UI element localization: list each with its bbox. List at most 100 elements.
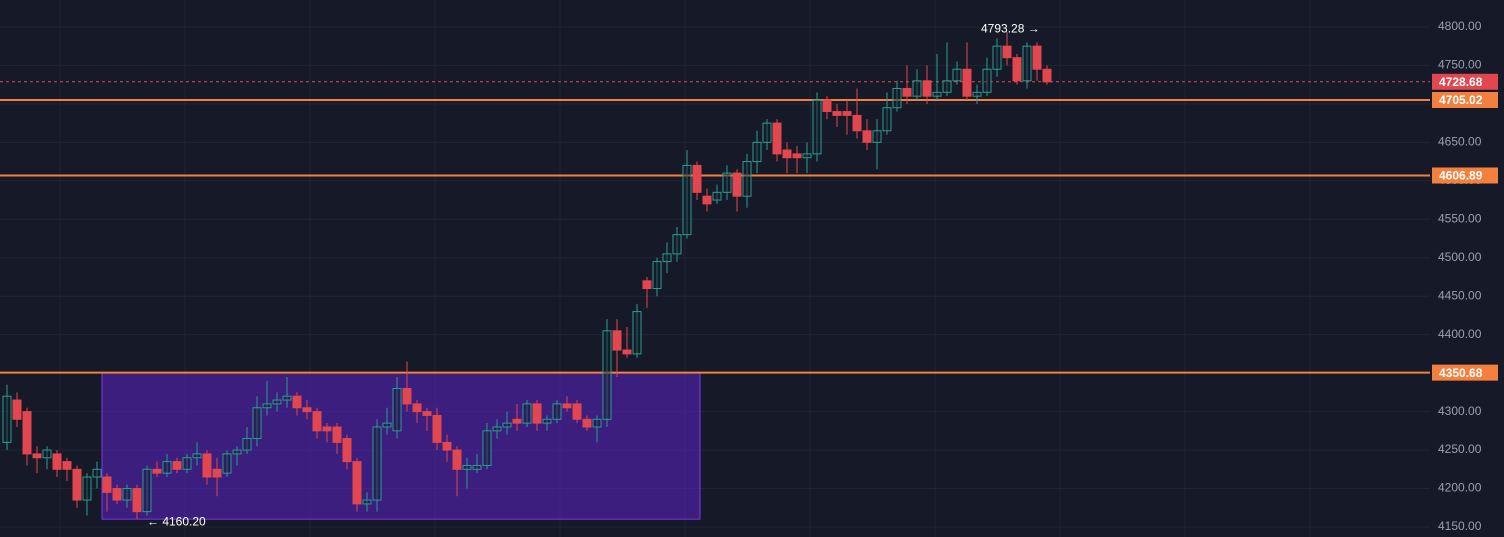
y-tick-label: 4800.00 (1438, 19, 1482, 33)
candle-body (2, 395, 12, 443)
candle-body (762, 122, 772, 143)
candle-body (872, 130, 882, 143)
candle-body (42, 449, 52, 459)
candle-body (182, 457, 192, 470)
candle-body (92, 468, 102, 478)
candle-body (232, 449, 242, 455)
candle-body (342, 438, 352, 463)
candle-body (502, 422, 512, 428)
candle-body (12, 399, 22, 420)
candle-body (412, 403, 422, 413)
candle-body (622, 349, 632, 355)
candle-body (702, 195, 712, 205)
candle-body (282, 395, 292, 401)
candle-body (382, 422, 392, 428)
candle-body (1012, 57, 1022, 82)
last-price-label-bg (1432, 73, 1498, 90)
candle-body (922, 80, 932, 97)
candle-body (562, 403, 572, 409)
y-tick-label: 4300.00 (1438, 404, 1482, 418)
candle-body (862, 130, 872, 143)
candle-body (482, 430, 492, 466)
y-tick-label: 4250.00 (1438, 442, 1482, 456)
candle-body (772, 122, 782, 155)
candle-body (952, 68, 962, 82)
y-tick-label: 4550.00 (1438, 211, 1482, 225)
candle-body (722, 172, 732, 193)
y-tick-label: 4750.00 (1438, 58, 1482, 72)
candle-body (142, 468, 152, 513)
level-label: 4350.68 (1439, 366, 1483, 380)
candle-body (512, 418, 522, 424)
last-price-label: 4728.68 (1439, 75, 1483, 89)
candle-body (102, 476, 112, 493)
candle-body (1042, 68, 1052, 83)
candle-body (802, 153, 812, 159)
candle-body (162, 461, 172, 474)
candle-body (962, 68, 972, 97)
candle-body (572, 403, 582, 420)
candle-body (852, 114, 862, 132)
candle-body (202, 453, 212, 478)
candle-body (712, 191, 722, 201)
candle-body (612, 330, 622, 351)
candle-body (272, 399, 282, 405)
candle-body (532, 403, 542, 424)
candle-body (812, 99, 822, 155)
candle-body (672, 234, 682, 255)
candle-body (322, 426, 332, 432)
candle-body (692, 164, 702, 193)
candle-body (132, 488, 142, 513)
candle-body (732, 172, 742, 197)
candle-body (902, 87, 912, 97)
candle-body (912, 80, 922, 97)
candle-body (62, 461, 72, 470)
candle-body (752, 141, 762, 163)
candle-body (632, 311, 642, 355)
candle-body (822, 99, 832, 113)
candle-body (452, 449, 462, 470)
candle-body (362, 499, 372, 505)
candle-body (552, 403, 562, 420)
candle-body (192, 453, 202, 459)
candle-body (112, 488, 122, 501)
level-label: 4606.89 (1439, 169, 1483, 183)
candle-body (792, 153, 802, 159)
y-tick-label: 4400.00 (1438, 327, 1482, 341)
candle-body (932, 91, 942, 97)
candle-body (72, 468, 82, 501)
candle-body (262, 403, 272, 409)
candle-body (462, 464, 472, 470)
y-tick-label: 4150.00 (1438, 519, 1482, 533)
candle-body (1032, 45, 1042, 70)
candle-body (652, 261, 662, 290)
y-tick-label: 4500.00 (1438, 250, 1482, 264)
candle-body (1002, 45, 1012, 59)
candle-body (842, 111, 852, 116)
candle-body (122, 488, 132, 501)
candle-body (332, 426, 342, 443)
candle-body (742, 161, 752, 197)
level-label-bg (1432, 364, 1498, 381)
candle-body (22, 411, 32, 455)
candle-body (212, 468, 222, 478)
y-tick-label: 4200.00 (1438, 481, 1482, 495)
candle-body (352, 461, 362, 505)
candle-body (942, 80, 952, 93)
level-label-bg (1432, 167, 1498, 184)
candle-body (972, 91, 982, 97)
candle-body (422, 411, 432, 416)
candle-body (582, 418, 592, 428)
candle-body (442, 441, 452, 451)
candle-body (392, 388, 402, 432)
candle-body (492, 426, 502, 432)
candle-body (302, 407, 312, 413)
candle-body (782, 149, 792, 159)
candle-body (82, 476, 92, 501)
candle-body (542, 418, 552, 424)
candle-body (992, 45, 1002, 70)
candle-body (1022, 45, 1032, 82)
candle-body (472, 464, 482, 470)
